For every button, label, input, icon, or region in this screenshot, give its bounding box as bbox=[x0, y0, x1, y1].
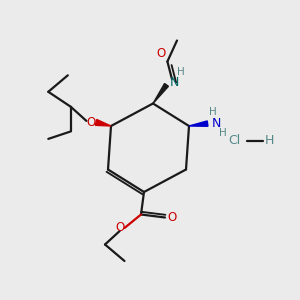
Text: Cl: Cl bbox=[228, 134, 240, 148]
Text: O: O bbox=[115, 221, 124, 234]
Text: H: H bbox=[265, 134, 274, 148]
Text: O: O bbox=[87, 116, 96, 129]
Polygon shape bbox=[95, 119, 111, 126]
Text: O: O bbox=[157, 46, 166, 60]
Text: N: N bbox=[211, 116, 221, 130]
Text: H: H bbox=[219, 128, 227, 138]
Text: N: N bbox=[169, 76, 179, 89]
Polygon shape bbox=[153, 83, 168, 103]
Text: O: O bbox=[167, 211, 176, 224]
Text: H: H bbox=[208, 107, 216, 117]
Polygon shape bbox=[189, 121, 208, 126]
Text: H: H bbox=[177, 67, 185, 77]
